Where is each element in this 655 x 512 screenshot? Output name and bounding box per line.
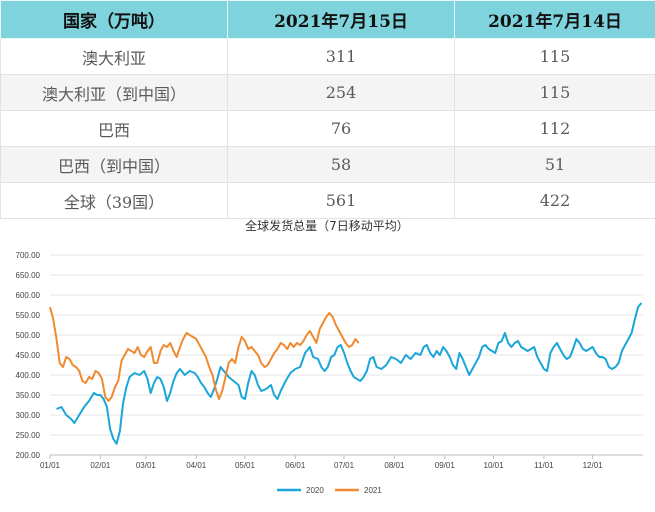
y-tick-label: 650.00: [16, 271, 41, 280]
x-tick-label: 06/01: [285, 461, 306, 470]
cell-value: 115: [454, 38, 655, 75]
cell-country: 澳大利亚: [0, 38, 228, 75]
x-tick-label: 12/01: [583, 461, 604, 470]
table-row: 巴西（到中国） 58 51: [0, 146, 655, 183]
cell-value: 561: [227, 182, 455, 219]
cell-value: 115: [454, 74, 655, 111]
y-axis-ticks: 200.00 250.00 300.00 350.00 400.00 450.00 500.…: [16, 251, 41, 460]
y-tick-label: 200.00: [16, 451, 41, 460]
cell-value: 311: [227, 38, 455, 75]
shipment-table: 国家（万吨） 2021年7月15日 2021年7月14日 澳大利亚 311 11…: [0, 0, 655, 219]
cell-value: 76: [227, 110, 455, 147]
cell-country: 巴西（到中国）: [0, 146, 228, 183]
x-tick-label: 10/01: [484, 461, 505, 470]
y-tick-label: 500.00: [16, 331, 41, 340]
y-tick-label: 250.00: [16, 431, 41, 440]
table-row: 巴西 76 112: [0, 110, 655, 147]
x-tick-label: 05/01: [235, 461, 256, 470]
x-tick-label: 09/01: [435, 461, 456, 470]
table-row: 澳大利亚 311 115: [0, 38, 655, 75]
header-country: 国家（万吨）: [0, 0, 228, 39]
grid-lines: [50, 254, 643, 456]
shipment-line-chart: 全球发货总量（7日移动平均） 200.00 250.00 300.00 350.00 4…: [16, 218, 643, 495]
header-date-0715: 2021年7月15日: [227, 0, 455, 39]
y-tick-label: 400.00: [16, 371, 41, 380]
y-tick-label: 600.00: [16, 291, 41, 300]
y-tick-label: 700.00: [16, 251, 41, 260]
legend-label: 2020: [306, 486, 324, 495]
chart-title: 全球发货总量（7日移动平均）: [245, 218, 409, 233]
cell-value: 58: [227, 146, 455, 183]
y-tick-label: 450.00: [16, 351, 41, 360]
cell-country: 澳大利亚（到中国）: [0, 74, 228, 111]
y-tick-label: 300.00: [16, 411, 41, 420]
x-tick-label: 11/01: [534, 461, 554, 470]
series-line-2020: [56, 302, 643, 445]
x-tick-label: 03/01: [136, 461, 157, 470]
cell-value: 254: [227, 74, 455, 111]
legend-label: 2021: [364, 486, 382, 495]
cell-value: 51: [454, 146, 655, 183]
header-date-0714: 2021年7月14日: [454, 0, 655, 39]
table-header-row: 国家（万吨） 2021年7月15日 2021年7月14日: [0, 0, 655, 39]
y-tick-label: 550.00: [16, 311, 41, 320]
cell-country: 巴西: [0, 110, 228, 147]
x-tick-label: 04/01: [186, 461, 207, 470]
x-axis-ticks: 01/01 02/01 03/01 04/01 05/01 06/01 07/01 08/01…: [40, 455, 603, 470]
cell-country: 全球（39国）: [0, 182, 228, 219]
y-tick-label: 350.00: [16, 391, 41, 400]
table-row: 澳大利亚（到中国） 254 115: [0, 74, 655, 111]
x-tick-label: 07/01: [334, 461, 355, 470]
cell-value: 112: [454, 110, 655, 147]
x-tick-label: 08/01: [384, 461, 405, 470]
series-line-2021: [49, 306, 360, 402]
legend: 2020 2021: [277, 486, 382, 495]
series-lines: [49, 302, 643, 445]
x-tick-label: 01/01: [40, 461, 61, 470]
x-tick-label: 02/01: [90, 461, 111, 470]
